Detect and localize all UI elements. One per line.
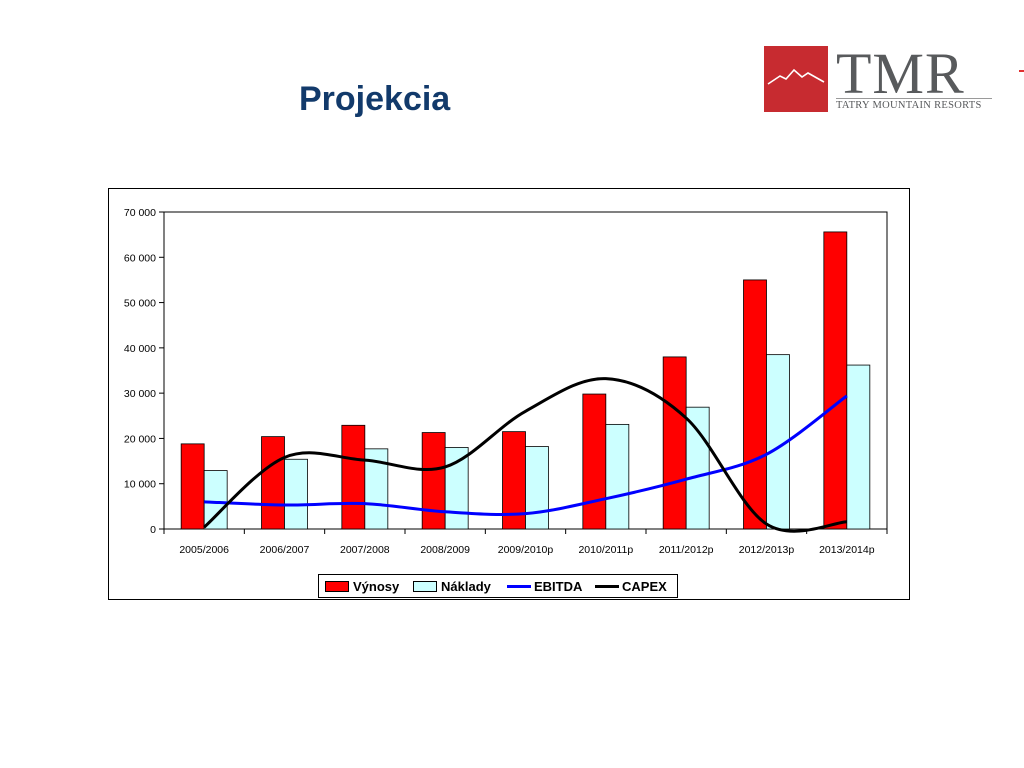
- x-tick-label: 2006/2007: [260, 544, 310, 556]
- x-tick-label: 2005/2006: [179, 544, 229, 556]
- bar-vynosy: [662, 356, 687, 530]
- legend-label-ebitda: EBITDA: [534, 579, 583, 594]
- bar-vynosy: [180, 443, 205, 530]
- chart-frame: 0 10 000 20 000 30 000 40 000 50 000 60 000 70 …: [108, 188, 910, 600]
- y-tick-label: 10 000: [124, 479, 156, 491]
- bar-vynosy: [261, 436, 285, 530]
- bar-vynosy: [582, 393, 607, 530]
- line-capex: [203, 377, 847, 533]
- bar-naklady: [284, 458, 308, 530]
- legend-label-capex: CAPEX: [622, 579, 667, 594]
- bar-naklady: [685, 406, 710, 530]
- bar-naklady: [525, 446, 549, 530]
- x-tick-label: 2012/2013p: [739, 544, 795, 556]
- bar-naklady: [203, 470, 228, 530]
- line-ebitda: [204, 394, 848, 516]
- slide-title: Projekcia: [299, 80, 451, 118]
- tmr-logo: TMR TATRY MOUNTAIN RESORTS: [764, 41, 994, 114]
- chart-svg: 0 10 000 20 000 30 000 40 000 50 000 60 000 70 …: [124, 207, 888, 556]
- legend-label-vynosy: Výnosy: [353, 579, 400, 594]
- y-tick-label: 60 000: [124, 252, 156, 264]
- y-tick-label: 20 000: [124, 433, 156, 445]
- x-tick-label: 2010/2011p: [578, 544, 633, 556]
- x-tick-label: 2007/2008: [340, 544, 390, 556]
- bar-naklady: [605, 423, 630, 530]
- legend-line-ebitda: [507, 585, 531, 588]
- legend-swatch-naklady: [413, 581, 437, 592]
- bar-vynosy: [823, 231, 848, 530]
- x-tick-label: 2008/2009: [420, 544, 470, 556]
- x-tick-label: 2013/2014p: [819, 544, 875, 556]
- bar-vynosy: [421, 432, 446, 530]
- y-tick-label: 40 000: [124, 343, 156, 355]
- bar-vynosy: [341, 424, 366, 530]
- logo-mountain-icon: [764, 46, 828, 112]
- chart-legend: Výnosy Náklady EBITDA CAPEX: [318, 574, 678, 598]
- bar-vynosy: [743, 279, 767, 530]
- logo-wordmark: TMR: [836, 41, 965, 106]
- x-tick-label: 2009/2010p: [498, 544, 554, 556]
- legend-label-naklady: Náklady: [441, 579, 491, 594]
- edge-mark: [1019, 70, 1024, 72]
- legend-line-capex: [595, 585, 619, 588]
- bar-naklady: [364, 448, 389, 530]
- logo-divider: [836, 98, 992, 99]
- y-tick-label: 50 000: [124, 298, 156, 310]
- y-tick-label: 70 000: [124, 207, 156, 219]
- bar-naklady: [846, 364, 871, 530]
- y-tick-label: 30 000: [124, 388, 156, 400]
- logo-tagline: TATRY MOUNTAIN RESORTS: [836, 100, 982, 111]
- x-tick-label: 2011/2012p: [659, 544, 714, 556]
- bar-naklady: [444, 447, 469, 530]
- y-tick-label: 0: [150, 524, 156, 536]
- legend-swatch-vynosy: [325, 581, 349, 592]
